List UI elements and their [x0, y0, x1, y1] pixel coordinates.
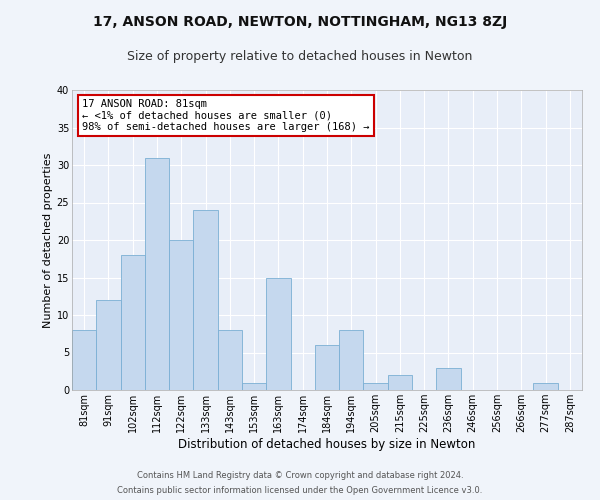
Bar [242, 382, 266, 390]
Bar [388, 375, 412, 390]
Y-axis label: Number of detached properties: Number of detached properties [43, 152, 53, 328]
Text: 17, ANSON ROAD, NEWTON, NOTTINGHAM, NG13 8ZJ: 17, ANSON ROAD, NEWTON, NOTTINGHAM, NG13… [93, 15, 507, 29]
Bar [436, 368, 461, 390]
Text: Size of property relative to detached houses in Newton: Size of property relative to detached ho… [127, 50, 473, 63]
Text: Contains public sector information licensed under the Open Government Licence v3: Contains public sector information licen… [118, 486, 482, 495]
Bar [193, 210, 218, 390]
Bar [121, 255, 145, 390]
Bar [533, 382, 558, 390]
Bar [364, 382, 388, 390]
Bar [145, 158, 169, 390]
Bar [339, 330, 364, 390]
Text: Contains HM Land Registry data © Crown copyright and database right 2024.: Contains HM Land Registry data © Crown c… [137, 471, 463, 480]
X-axis label: Distribution of detached houses by size in Newton: Distribution of detached houses by size … [178, 438, 476, 451]
Bar [218, 330, 242, 390]
Text: 17 ANSON ROAD: 81sqm
← <1% of detached houses are smaller (0)
98% of semi-detach: 17 ANSON ROAD: 81sqm ← <1% of detached h… [82, 99, 370, 132]
Bar [72, 330, 96, 390]
Bar [315, 345, 339, 390]
Bar [169, 240, 193, 390]
Bar [96, 300, 121, 390]
Bar [266, 278, 290, 390]
